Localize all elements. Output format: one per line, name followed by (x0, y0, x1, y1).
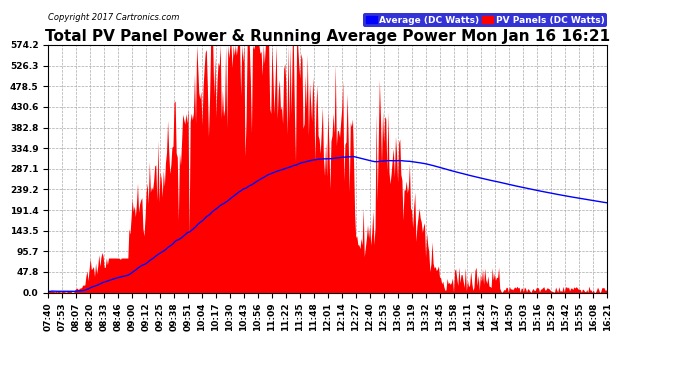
Title: Total PV Panel Power & Running Average Power Mon Jan 16 16:21: Total PV Panel Power & Running Average P… (45, 29, 611, 44)
Text: Copyright 2017 Cartronics.com: Copyright 2017 Cartronics.com (48, 13, 179, 22)
Legend: Average (DC Watts), PV Panels (DC Watts): Average (DC Watts), PV Panels (DC Watts) (363, 13, 607, 27)
